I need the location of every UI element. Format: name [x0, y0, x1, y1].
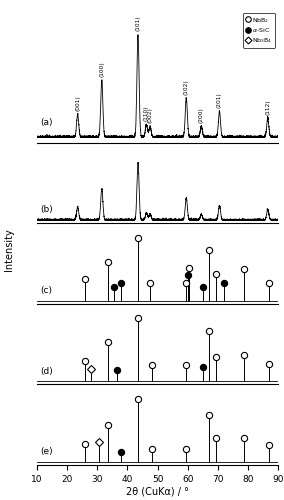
Legend: NbB$_2$, $\alpha$-SiC, Nb$_3$B$_4$: NbB$_2$, $\alpha$-SiC, Nb$_3$B$_4$	[243, 13, 275, 48]
Text: (e): (e)	[41, 447, 53, 456]
Text: (100): (100)	[99, 62, 104, 78]
Text: (201): (201)	[217, 92, 222, 108]
Text: (112): (112)	[265, 100, 270, 115]
Text: (b): (b)	[41, 206, 53, 214]
Text: (c): (c)	[41, 286, 53, 295]
Text: (002): (002)	[148, 108, 153, 124]
Text: (a): (a)	[41, 118, 53, 127]
X-axis label: 2θ (CuKα) / °: 2θ (CuKα) / °	[126, 486, 189, 496]
Text: (d): (d)	[41, 366, 53, 376]
Text: (110): (110)	[144, 106, 149, 122]
Text: (101): (101)	[135, 16, 141, 32]
Text: Intensity: Intensity	[3, 228, 14, 272]
Text: (200): (200)	[199, 108, 204, 124]
Text: (001): (001)	[75, 96, 80, 111]
Text: (102): (102)	[184, 79, 189, 94]
